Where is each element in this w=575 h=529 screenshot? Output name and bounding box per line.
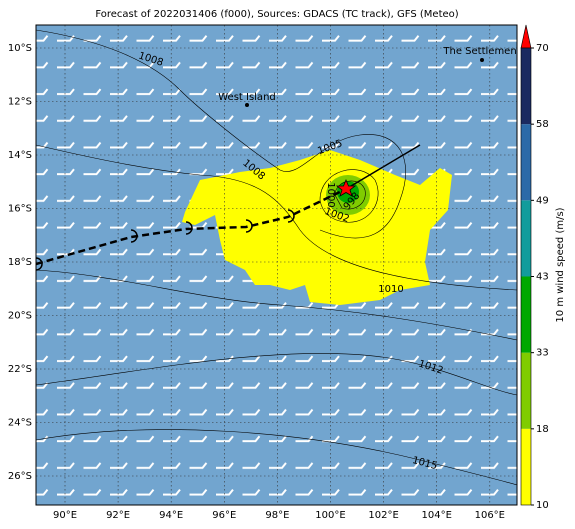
track-forecast bbox=[345, 144, 421, 190]
lon-label: 106°E bbox=[475, 510, 505, 521]
lat-label: 22°S bbox=[8, 364, 32, 375]
graticule bbox=[36, 25, 517, 505]
lon-label: 98°E bbox=[265, 510, 289, 521]
colorbar-tick-label: 33 bbox=[536, 348, 549, 359]
lon-label: 104°E bbox=[421, 510, 451, 521]
colorbar-tick-label: 10 bbox=[536, 500, 549, 511]
place-marker bbox=[245, 103, 249, 107]
lat-label: 10°S bbox=[8, 43, 32, 54]
track bbox=[36, 187, 347, 266]
colorbar-segment bbox=[521, 48, 531, 125]
lon-label: 102°E bbox=[368, 510, 398, 521]
cyclone-symbols bbox=[36, 209, 295, 271]
colorbar-label: 10 m wind speed (m/s) bbox=[555, 207, 566, 322]
wind-area bbox=[182, 150, 452, 305]
colorbar: 10 18 33 43 49 58 70 bbox=[520, 24, 549, 511]
colorbar-segment bbox=[521, 276, 531, 353]
title: Forecast of 2022031406 (f000), Sources: … bbox=[95, 9, 458, 20]
isobars bbox=[36, 29, 517, 486]
place-label: The Settlement bbox=[442, 46, 520, 57]
colorbar-segment bbox=[521, 428, 531, 505]
colorbar-tick-label: 58 bbox=[536, 119, 549, 130]
lat-label: 20°S bbox=[8, 311, 32, 322]
colorbar-segment bbox=[521, 352, 531, 429]
colorbar-segment bbox=[521, 200, 531, 277]
lat-label: 24°S bbox=[8, 418, 32, 429]
map-frame bbox=[35, 24, 518, 506]
lon-label: 90°E bbox=[53, 510, 77, 521]
colorbar-tick-label: 43 bbox=[536, 272, 549, 283]
lon-label: 100°E bbox=[315, 510, 345, 521]
lat-label: 18°S bbox=[8, 257, 32, 268]
colorbar-tick-label: 70 bbox=[536, 43, 549, 54]
isobar-label: 1000 bbox=[325, 182, 336, 207]
colorbar-segment bbox=[521, 124, 531, 201]
lon-label: 94°E bbox=[159, 510, 183, 521]
colorbar-extend bbox=[520, 24, 532, 49]
lat-label: 14°S bbox=[8, 150, 32, 161]
lat-label: 12°S bbox=[8, 97, 32, 108]
lat-label: 16°S bbox=[8, 204, 32, 215]
lon-label: 92°E bbox=[106, 510, 130, 521]
place-label: West Island bbox=[218, 92, 276, 103]
isobar-label: 1010 bbox=[378, 284, 403, 295]
axes: 90°E 92°E 94°E 96°E 98°E 100°E 102°E 104°E 106°E… bbox=[8, 43, 505, 521]
colorbar-tick-label: 18 bbox=[536, 424, 549, 435]
place-marker bbox=[480, 58, 484, 62]
colorbar-tick-label: 49 bbox=[536, 195, 549, 206]
cyclone-position bbox=[335, 178, 357, 197]
map: West Island The Settlement 1008 1005 100… bbox=[36, 25, 520, 505]
lat-label: 26°S bbox=[8, 471, 32, 482]
lon-label: 96°E bbox=[212, 510, 236, 521]
